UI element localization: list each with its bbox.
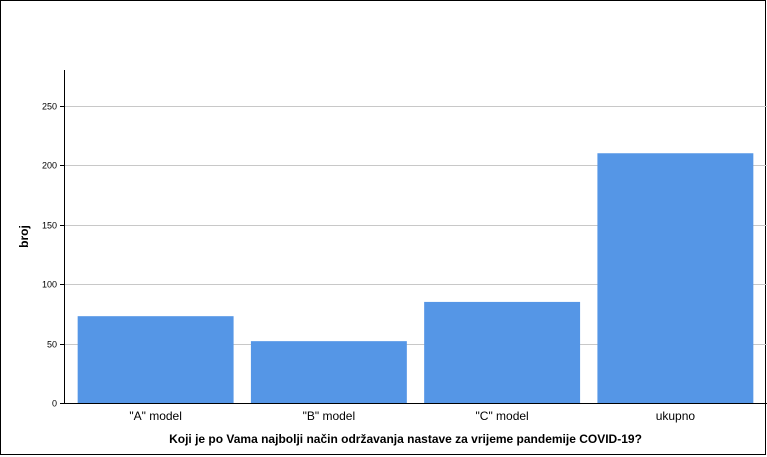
bar bbox=[424, 301, 581, 403]
x-tick-labels: "A" model "B" model "C" model ukupno bbox=[129, 409, 695, 423]
x-tick-label: "B" model bbox=[303, 409, 356, 423]
y-tick-label: 250 bbox=[42, 102, 57, 112]
y-ticks: 0 50 100 150 200 250 bbox=[42, 102, 64, 409]
x-tick-label: ukupno bbox=[656, 409, 696, 423]
bar bbox=[250, 341, 407, 403]
y-tick-label: 0 bbox=[52, 399, 57, 409]
y-axis-title: broj bbox=[17, 225, 31, 248]
x-tick-label: "C" model bbox=[476, 409, 529, 423]
y-tick-label: 200 bbox=[42, 161, 57, 171]
x-axis-title: Koji je po Vama najbolji način održavanj… bbox=[169, 432, 642, 446]
bars bbox=[77, 153, 754, 403]
y-tick-label: 50 bbox=[47, 340, 57, 350]
y-tick-label: 150 bbox=[42, 221, 57, 231]
x-tick-label: "A" model bbox=[129, 409, 182, 423]
bar bbox=[77, 316, 234, 403]
y-tick-label: 100 bbox=[42, 280, 57, 290]
bar bbox=[597, 153, 754, 403]
